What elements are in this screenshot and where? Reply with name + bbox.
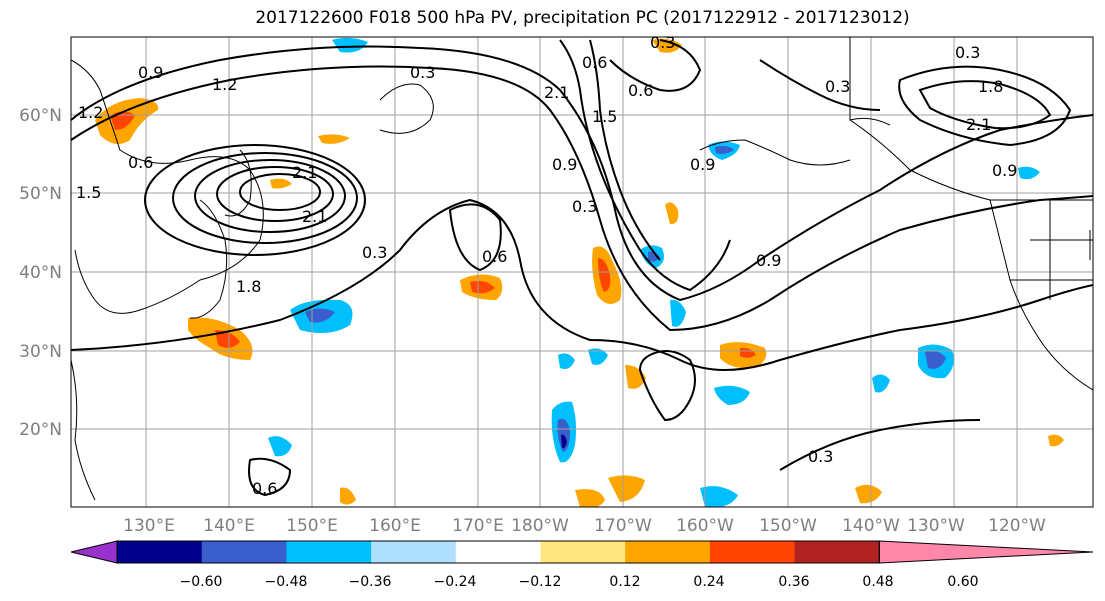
colorbar-swatch	[371, 541, 457, 563]
colorbar-swatch	[625, 541, 711, 563]
contour-label: 0.3	[650, 33, 675, 52]
contour-label: 0.9	[992, 161, 1017, 180]
colorbar	[70, 540, 1094, 564]
contour-label: 1.5	[76, 183, 101, 202]
contour-label: 0.3	[808, 447, 833, 466]
colorbar-tick-label: 0.60	[947, 574, 978, 590]
lon-label: 160°W	[676, 516, 734, 536]
contour-label: 0.3	[955, 43, 980, 62]
contour-label: 0.6	[128, 153, 153, 172]
contour-label: 0.6	[628, 81, 653, 100]
contour-label: 1.8	[978, 77, 1003, 96]
colorbar-outline	[116, 540, 880, 564]
graticule	[71, 37, 1093, 507]
colorbar-swatch	[455, 541, 541, 563]
colorbar-extend-min	[70, 540, 118, 564]
colorbar-tick-label: −0.60	[180, 574, 223, 590]
latitude-labels: 60°N 50°N 40°N 30°N 20°N	[19, 106, 62, 440]
lon-label: 140°W	[842, 516, 900, 536]
contour-label: 1.2	[78, 103, 103, 122]
contour-label: 2.1	[544, 83, 569, 102]
colorbar-extend-max	[878, 540, 1094, 564]
contour-label: 2.1	[302, 207, 327, 226]
colorbar-swatch	[201, 541, 287, 563]
pv-contours	[71, 39, 1093, 497]
lat-label: 50°N	[19, 184, 62, 204]
longitude-labels: 130°E 140°E 150°E 160°E 170°E 180°W 170°…	[123, 516, 1046, 536]
contour-label: 0.6	[482, 247, 507, 266]
contour-label: 2.1	[292, 163, 317, 182]
colorbar-swatch	[286, 541, 372, 563]
colorbar-swatch	[540, 541, 626, 563]
lon-label: 170°W	[594, 516, 652, 536]
lon-label: 130°W	[907, 516, 965, 536]
colorbar-tick-label: 0.12	[609, 574, 640, 590]
colorbar-swatch	[117, 541, 203, 563]
colorbar-tick-label: −0.48	[265, 574, 308, 590]
contour-label: 0.9	[138, 63, 163, 82]
lat-label: 40°N	[19, 263, 62, 283]
colorbar-swatch	[709, 541, 796, 563]
contour-label: 0.9	[690, 155, 715, 174]
lon-label: 180°W	[511, 516, 569, 536]
lat-label: 20°N	[19, 420, 62, 440]
lon-label: 140°E	[203, 516, 255, 536]
colorbar-tick-label: 0.36	[778, 574, 809, 590]
map-frame	[70, 36, 1094, 508]
colorbar-tick-label: 0.24	[693, 574, 724, 590]
colorbar-ticks: −0.60 −0.48 −0.36 −0.24 −0.12 0.12 0.24 …	[180, 574, 979, 590]
coastlines	[71, 37, 1093, 501]
lon-label: 160°E	[369, 516, 421, 536]
lat-label: 30°N	[19, 342, 62, 362]
contour-label: 1.2	[212, 75, 237, 94]
contour-label: 0.3	[362, 243, 387, 262]
colorbar-swatch	[794, 541, 880, 563]
contour-label: 0.3	[825, 77, 850, 96]
colorbar-tick-label: −0.12	[519, 574, 562, 590]
contour-label: 0.3	[410, 63, 435, 82]
lon-label: 150°E	[286, 516, 338, 536]
contour-label: 0.9	[756, 251, 781, 270]
lon-label: 120°W	[988, 516, 1046, 536]
lat-label: 60°N	[19, 106, 62, 126]
contour-label-group: 0.9 1.2 1.2 0.6 1.5 0.3 2.1 2.1 0.3 0.6 …	[76, 33, 1017, 498]
contour-label: 0.3	[572, 197, 597, 216]
contour-label: 0.9	[552, 155, 577, 174]
contour-label: 2.1	[966, 115, 991, 134]
colorbar-tick-label: −0.24	[434, 574, 477, 590]
contour-label: 0.6	[252, 479, 277, 498]
colorbar-tick-label: 0.48	[862, 574, 893, 590]
map-title: 2017122600 F018 500 hPa PV, precipitatio…	[255, 8, 910, 28]
contour-label: 1.8	[236, 277, 261, 296]
colorbar-tick-label: −0.36	[349, 574, 392, 590]
contour-label: 0.6	[582, 53, 607, 72]
lon-label: 170°E	[452, 516, 504, 536]
lon-label: 130°E	[123, 516, 175, 536]
lon-label: 150°W	[759, 516, 817, 536]
contour-label: 1.5	[592, 107, 617, 126]
